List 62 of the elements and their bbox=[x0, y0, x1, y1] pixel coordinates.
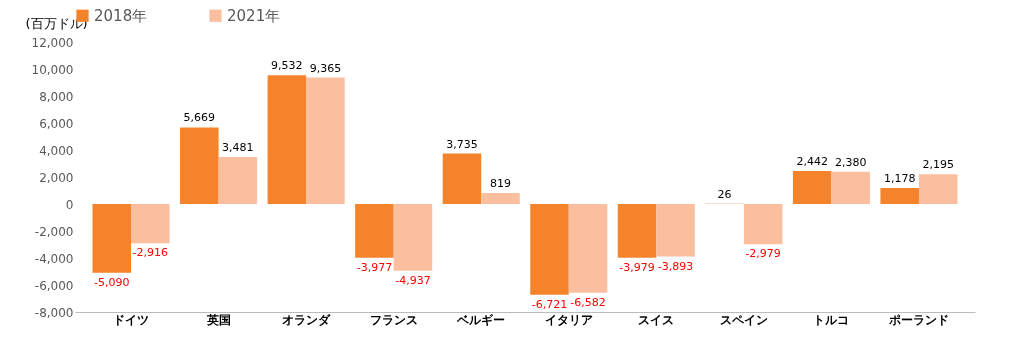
x-tick-label: トルコ bbox=[813, 312, 850, 327]
data-label: -3,977 bbox=[356, 260, 393, 274]
x-tick-label: フランス bbox=[369, 312, 418, 327]
bar bbox=[481, 192, 520, 204]
data-label: 9,532 bbox=[271, 59, 303, 73]
y-tick-label: 0 bbox=[65, 197, 74, 212]
y-tick-label: 12,000 bbox=[31, 35, 74, 50]
data-label: 3,481 bbox=[222, 141, 254, 155]
bar bbox=[530, 204, 569, 295]
data-label: 2,195 bbox=[922, 158, 954, 172]
bar bbox=[743, 204, 783, 245]
legend-label: 2021年 bbox=[227, 6, 281, 25]
bar bbox=[918, 174, 958, 204]
x-tick-label: スイス bbox=[638, 312, 675, 327]
bar bbox=[92, 204, 132, 273]
data-label: -3,893 bbox=[657, 259, 694, 273]
data-label: 9,365 bbox=[309, 61, 342, 75]
legend-label: 2018年 bbox=[94, 6, 148, 25]
y-tick-label: -2,000 bbox=[34, 224, 74, 239]
bar bbox=[180, 127, 219, 204]
bar bbox=[267, 75, 307, 204]
y-tick-label: 2,000 bbox=[39, 170, 74, 185]
y-tick-label: -4,000 bbox=[34, 251, 74, 266]
y-tick-label: -8,000 bbox=[34, 305, 74, 320]
data-label: 2,442 bbox=[796, 155, 828, 169]
y-tick-label: -6,000 bbox=[34, 278, 74, 293]
data-label: -6,721 bbox=[531, 297, 568, 311]
bar bbox=[306, 77, 345, 204]
bar bbox=[218, 157, 258, 204]
x-tick-label: ベルギー bbox=[456, 312, 506, 327]
data-label: -3,979 bbox=[619, 260, 655, 274]
bar bbox=[792, 171, 832, 204]
data-label: -4,937 bbox=[395, 273, 431, 287]
x-tick-label: スペイン bbox=[719, 312, 768, 327]
data-label: 819 bbox=[489, 176, 511, 190]
bar bbox=[831, 171, 870, 204]
x-tick-label: 英国 bbox=[205, 312, 231, 327]
data-label: -2,979 bbox=[745, 247, 781, 261]
data-label: -6,582 bbox=[570, 295, 606, 309]
data-label: -5,090 bbox=[94, 275, 130, 289]
y-tick-label: 8,000 bbox=[39, 89, 74, 104]
bar bbox=[568, 204, 608, 293]
data-label: 2,380 bbox=[834, 155, 867, 169]
bar bbox=[355, 204, 394, 258]
y-tick-label: 4,000 bbox=[39, 143, 74, 158]
bar bbox=[617, 204, 657, 258]
data-label: 26 bbox=[717, 187, 732, 201]
x-tick-label: ドイツ bbox=[113, 312, 150, 327]
data-label: 5,669 bbox=[183, 111, 216, 125]
y-tick-label: 6,000 bbox=[39, 116, 74, 131]
x-tick-label: ポーランド bbox=[887, 312, 949, 327]
x-tick-label: イタリア bbox=[544, 312, 593, 327]
bar bbox=[656, 204, 695, 257]
data-label: -2,916 bbox=[132, 246, 169, 260]
bar bbox=[880, 188, 919, 204]
y-tick-label: 10,000 bbox=[31, 62, 74, 77]
data-label: 1,178 bbox=[883, 172, 916, 186]
bar bbox=[393, 204, 433, 271]
data-label: 3,735 bbox=[446, 137, 478, 151]
bar bbox=[442, 153, 482, 204]
bar bbox=[131, 204, 170, 244]
x-tick-label: オランダ bbox=[282, 312, 332, 327]
